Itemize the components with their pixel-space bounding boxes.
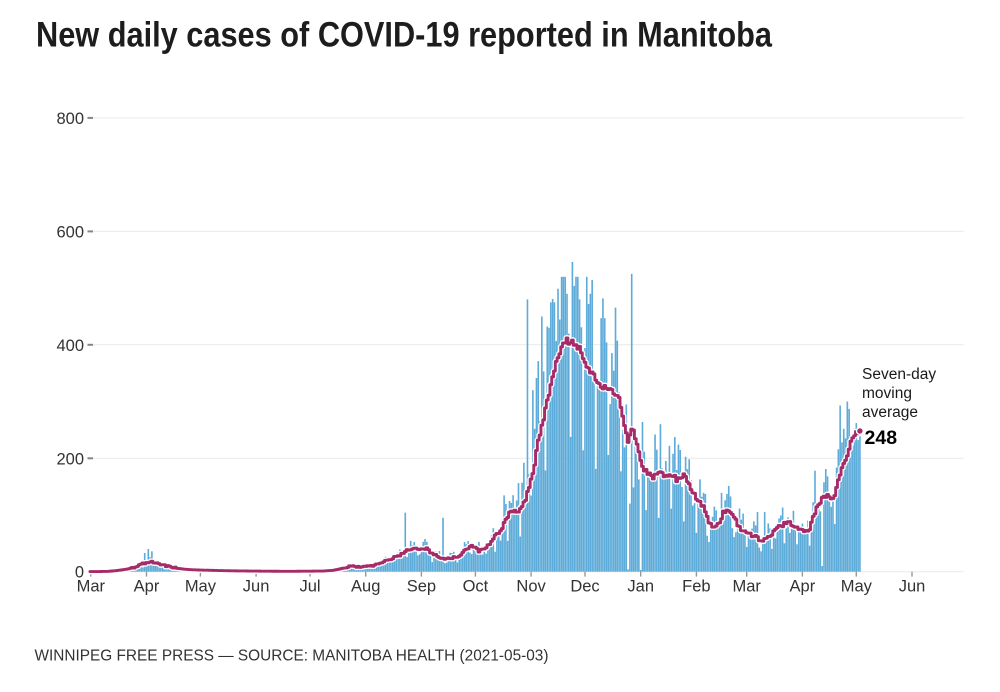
svg-text:248: 248 [865, 427, 898, 449]
svg-text:May: May [841, 578, 873, 596]
svg-text:0: 0 [75, 564, 84, 582]
svg-text:Aug: Aug [351, 578, 380, 596]
svg-text:Sep: Sep [407, 578, 436, 596]
svg-text:Mar: Mar [732, 578, 761, 596]
svg-text:Nov: Nov [516, 578, 546, 596]
svg-text:average: average [862, 404, 918, 421]
svg-text:Seven-day: Seven-day [862, 366, 936, 383]
svg-text:May: May [185, 578, 217, 596]
svg-text:WINNIPEG FREE PRESS — SOURCE:: WINNIPEG FREE PRESS — SOURCE: MANITOBA H… [35, 648, 549, 665]
svg-text:Mar: Mar [77, 578, 106, 596]
svg-text:Jan: Jan [627, 578, 654, 596]
svg-text:Apr: Apr [790, 578, 816, 596]
svg-text:Apr: Apr [134, 578, 160, 596]
svg-text:400: 400 [56, 337, 84, 355]
svg-text:Feb: Feb [682, 578, 710, 596]
svg-text:Oct: Oct [463, 578, 489, 596]
svg-text:800: 800 [56, 110, 84, 128]
svg-text:600: 600 [56, 223, 84, 241]
svg-text:moving: moving [862, 385, 912, 402]
svg-text:Jul: Jul [299, 578, 320, 596]
svg-text:200: 200 [56, 450, 84, 468]
svg-text:Dec: Dec [570, 578, 599, 596]
svg-text:New daily cases of COVID-19 re: New daily cases of COVID-19 reported in … [36, 16, 772, 55]
svg-text:Jun: Jun [243, 578, 270, 596]
svg-text:Jun: Jun [899, 578, 926, 596]
